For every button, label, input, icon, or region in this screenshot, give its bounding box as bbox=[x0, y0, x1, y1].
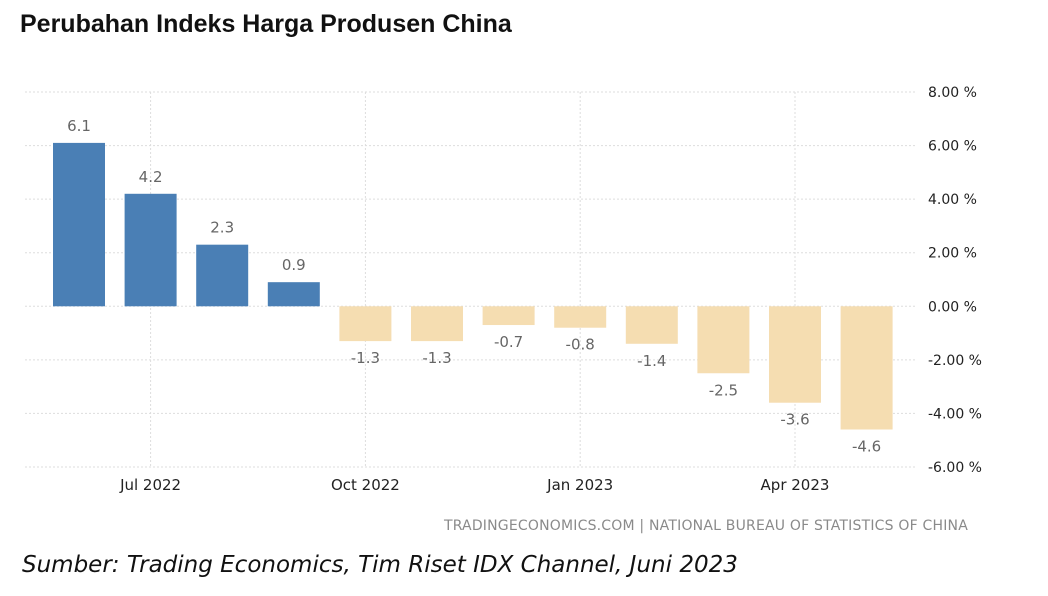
caption-source: Sumber: Trading Economics, Tim Riset IDX… bbox=[22, 552, 738, 578]
x-tick-label: Oct 2022 bbox=[331, 476, 400, 494]
bar bbox=[554, 306, 607, 328]
data-label: -2.5 bbox=[709, 381, 738, 399]
y-tick-label: 8.00 % bbox=[928, 85, 977, 101]
data-label: 2.3 bbox=[210, 219, 234, 237]
bar-chart: 8.00 % 6.00 % 4.00 % 2.00 % 0.00 % -2.00 % -4.… bbox=[25, 85, 982, 494]
y-tick-label: -4.00 % bbox=[928, 406, 982, 422]
y-tick-label: 4.00 % bbox=[928, 192, 977, 208]
bar bbox=[697, 306, 750, 374]
bar bbox=[482, 306, 535, 326]
data-label: -1.3 bbox=[422, 349, 451, 367]
bar bbox=[625, 306, 678, 344]
data-label: -4.6 bbox=[852, 438, 881, 456]
bar bbox=[196, 244, 249, 307]
chart-title: Perubahan Indeks Harga Produsen China bbox=[20, 10, 512, 38]
data-label: -1.4 bbox=[637, 352, 666, 370]
bar bbox=[267, 282, 320, 307]
data-label: 0.9 bbox=[282, 256, 306, 274]
y-tick-label: -2.00 % bbox=[928, 353, 982, 369]
bar bbox=[411, 306, 463, 342]
y-tick-label: -6.00 % bbox=[928, 460, 982, 476]
y-tick-label: 0.00 % bbox=[928, 299, 977, 315]
y-tick-label: 6.00 % bbox=[928, 139, 977, 155]
data-label: -0.8 bbox=[566, 336, 595, 354]
data-label: -3.6 bbox=[780, 411, 809, 429]
bar bbox=[339, 306, 392, 342]
source-credit: TRADINGECONOMICS.COM | NATIONAL BUREAU O… bbox=[443, 518, 968, 534]
data-label: -0.7 bbox=[494, 333, 523, 351]
x-tick-label: Apr 2023 bbox=[761, 476, 830, 494]
y-tick-label: 2.00 % bbox=[928, 246, 977, 262]
x-tick-label: Jul 2022 bbox=[119, 476, 181, 494]
bar bbox=[53, 142, 105, 307]
bar bbox=[124, 193, 177, 307]
data-label: 4.2 bbox=[139, 168, 163, 186]
bar bbox=[840, 306, 893, 430]
data-label: 6.1 bbox=[67, 117, 91, 135]
data-label: -1.3 bbox=[351, 349, 380, 367]
x-tick-label: Jan 2023 bbox=[546, 476, 613, 494]
bar bbox=[769, 306, 821, 403]
